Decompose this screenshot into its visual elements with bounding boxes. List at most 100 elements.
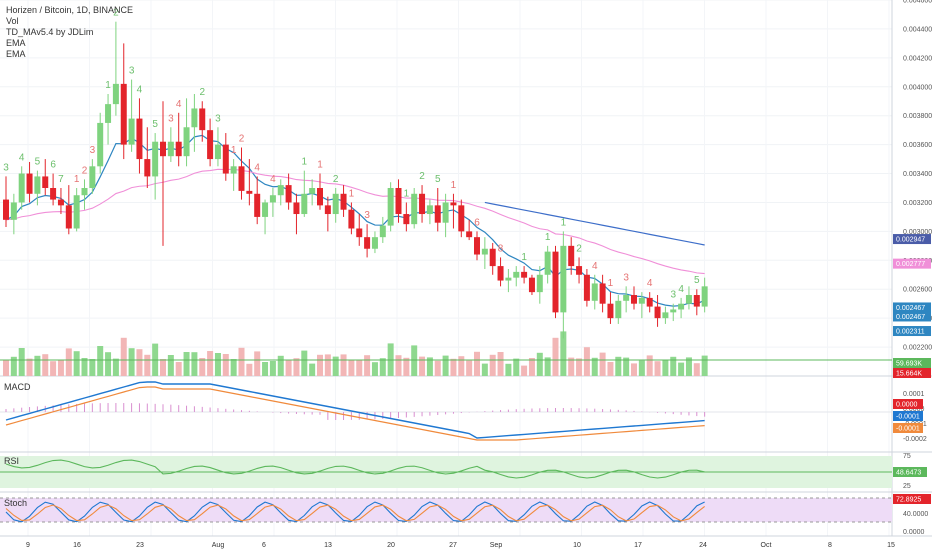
td-count-label: 6: [50, 160, 56, 171]
price-tick-label: 0.004400: [903, 26, 932, 33]
price-badge-label: 0.002947: [896, 237, 925, 244]
volume-bar: [120, 337, 127, 376]
date-tick-label: 15: [887, 542, 895, 549]
volume-bar: [411, 345, 418, 376]
td-count-label: 7: [58, 174, 64, 185]
td-count-label: 4: [176, 99, 182, 110]
volume-bar: [65, 348, 72, 376]
candle-body: [623, 295, 630, 301]
candle-body: [560, 245, 567, 313]
candle-body: [160, 141, 166, 157]
volume-badge: [893, 358, 931, 368]
candle-body: [26, 173, 33, 194]
date-tick-label: Sep: [490, 542, 503, 549]
candle-body: [426, 205, 433, 215]
td-count-label: 3: [215, 113, 221, 124]
stoch-badge: [893, 494, 931, 504]
price-badge-label: 0.002311: [896, 329, 925, 336]
td-count-label: 2: [199, 87, 205, 98]
volume-bar: [175, 362, 182, 376]
td-count-label: 3: [364, 210, 370, 221]
candle-body: [269, 195, 276, 203]
price-badge: [893, 234, 931, 245]
candle-body: [128, 118, 135, 145]
legend-ema-1: EMA: [6, 38, 26, 48]
volume-bar: [576, 358, 583, 376]
volume-bar: [474, 351, 480, 376]
candle-body: [293, 202, 300, 215]
volume-bar: [230, 359, 237, 376]
candle-body: [246, 190, 253, 194]
volume-bar: [419, 356, 426, 376]
td-count-label: 2: [113, 8, 119, 19]
candle-body: [152, 141, 159, 177]
candle-body: [57, 199, 64, 206]
candle-body: [120, 83, 127, 145]
volume-bar: [50, 361, 57, 376]
volume-bar: [317, 354, 323, 376]
volume-bar: [199, 358, 206, 376]
date-tick-label: 20: [387, 542, 395, 549]
volume-bar: [191, 352, 198, 376]
td-count-label: 4: [19, 152, 25, 163]
candle-body: [497, 266, 504, 281]
volume-bar: [591, 357, 598, 376]
candle-body: [175, 141, 182, 157]
macd-tick-label: 0.0000: [903, 406, 925, 413]
candle-body: [638, 297, 645, 304]
candle-body: [136, 118, 143, 160]
candle-body: [403, 214, 410, 225]
volume-bar: [701, 355, 708, 376]
volume-bar: [678, 362, 685, 376]
candle-body: [317, 188, 323, 206]
price-badge: [893, 326, 931, 337]
td-count-label: 2: [333, 174, 339, 185]
volume-bar: [42, 354, 49, 376]
date-tick-label: 24: [699, 542, 707, 549]
date-tick-label: 8: [828, 542, 832, 549]
volume-bar: [34, 355, 41, 376]
candle-body: [364, 237, 371, 249]
date-tick-label: Aug: [212, 542, 225, 549]
stoch-tick-label: 0.0000: [903, 529, 925, 536]
volume-bar: [560, 331, 567, 376]
volume-bar: [105, 352, 112, 376]
volume-bar: [568, 357, 575, 376]
candle-body: [583, 274, 590, 301]
price-badge-label: 0.002467: [896, 314, 925, 321]
date-tick-label: 16: [73, 542, 81, 549]
price-badge: [893, 258, 931, 269]
volume-bar: [269, 361, 276, 376]
candle-body: [474, 237, 480, 255]
td-count-label: 1: [74, 174, 80, 185]
volume-bar: [607, 362, 614, 376]
stoch-d-line: [5, 504, 705, 522]
volume-bar: [207, 351, 214, 376]
td-count-label: 4: [647, 278, 653, 289]
volume-bar: [89, 359, 96, 376]
td-count-label: 3: [129, 66, 135, 77]
volume-bar: [685, 357, 692, 376]
candle-body: [419, 193, 426, 215]
volume-bar: [144, 354, 151, 376]
price-axis[interactable]: 0.004600 0.004400 0.004200 0.004000 0.003800…: [893, 0, 932, 536]
td-count-label: 1: [561, 217, 567, 228]
volume-bar: [631, 363, 637, 376]
candle-body: [505, 277, 512, 281]
volume-bar: [521, 365, 528, 376]
date-tick-label: 6: [262, 542, 266, 549]
candle-body: [568, 245, 575, 267]
candle-body: [513, 271, 520, 278]
td-count-label: 5: [35, 157, 41, 168]
volume-badge-label: 15.664K: [896, 371, 922, 378]
time-axis[interactable]: 9 16 23 Aug 6 13 20 27 Sep 10 17 24 Oct 8 15: [26, 542, 895, 549]
volume-badge: [893, 368, 931, 378]
volume-bar: [324, 354, 331, 376]
candle-body: [599, 283, 606, 304]
candle-body: [615, 300, 622, 319]
candle-body: [285, 185, 292, 203]
td-count-label: 1: [317, 160, 323, 171]
volume-bar: [458, 356, 465, 376]
volume-bar: [552, 337, 559, 376]
